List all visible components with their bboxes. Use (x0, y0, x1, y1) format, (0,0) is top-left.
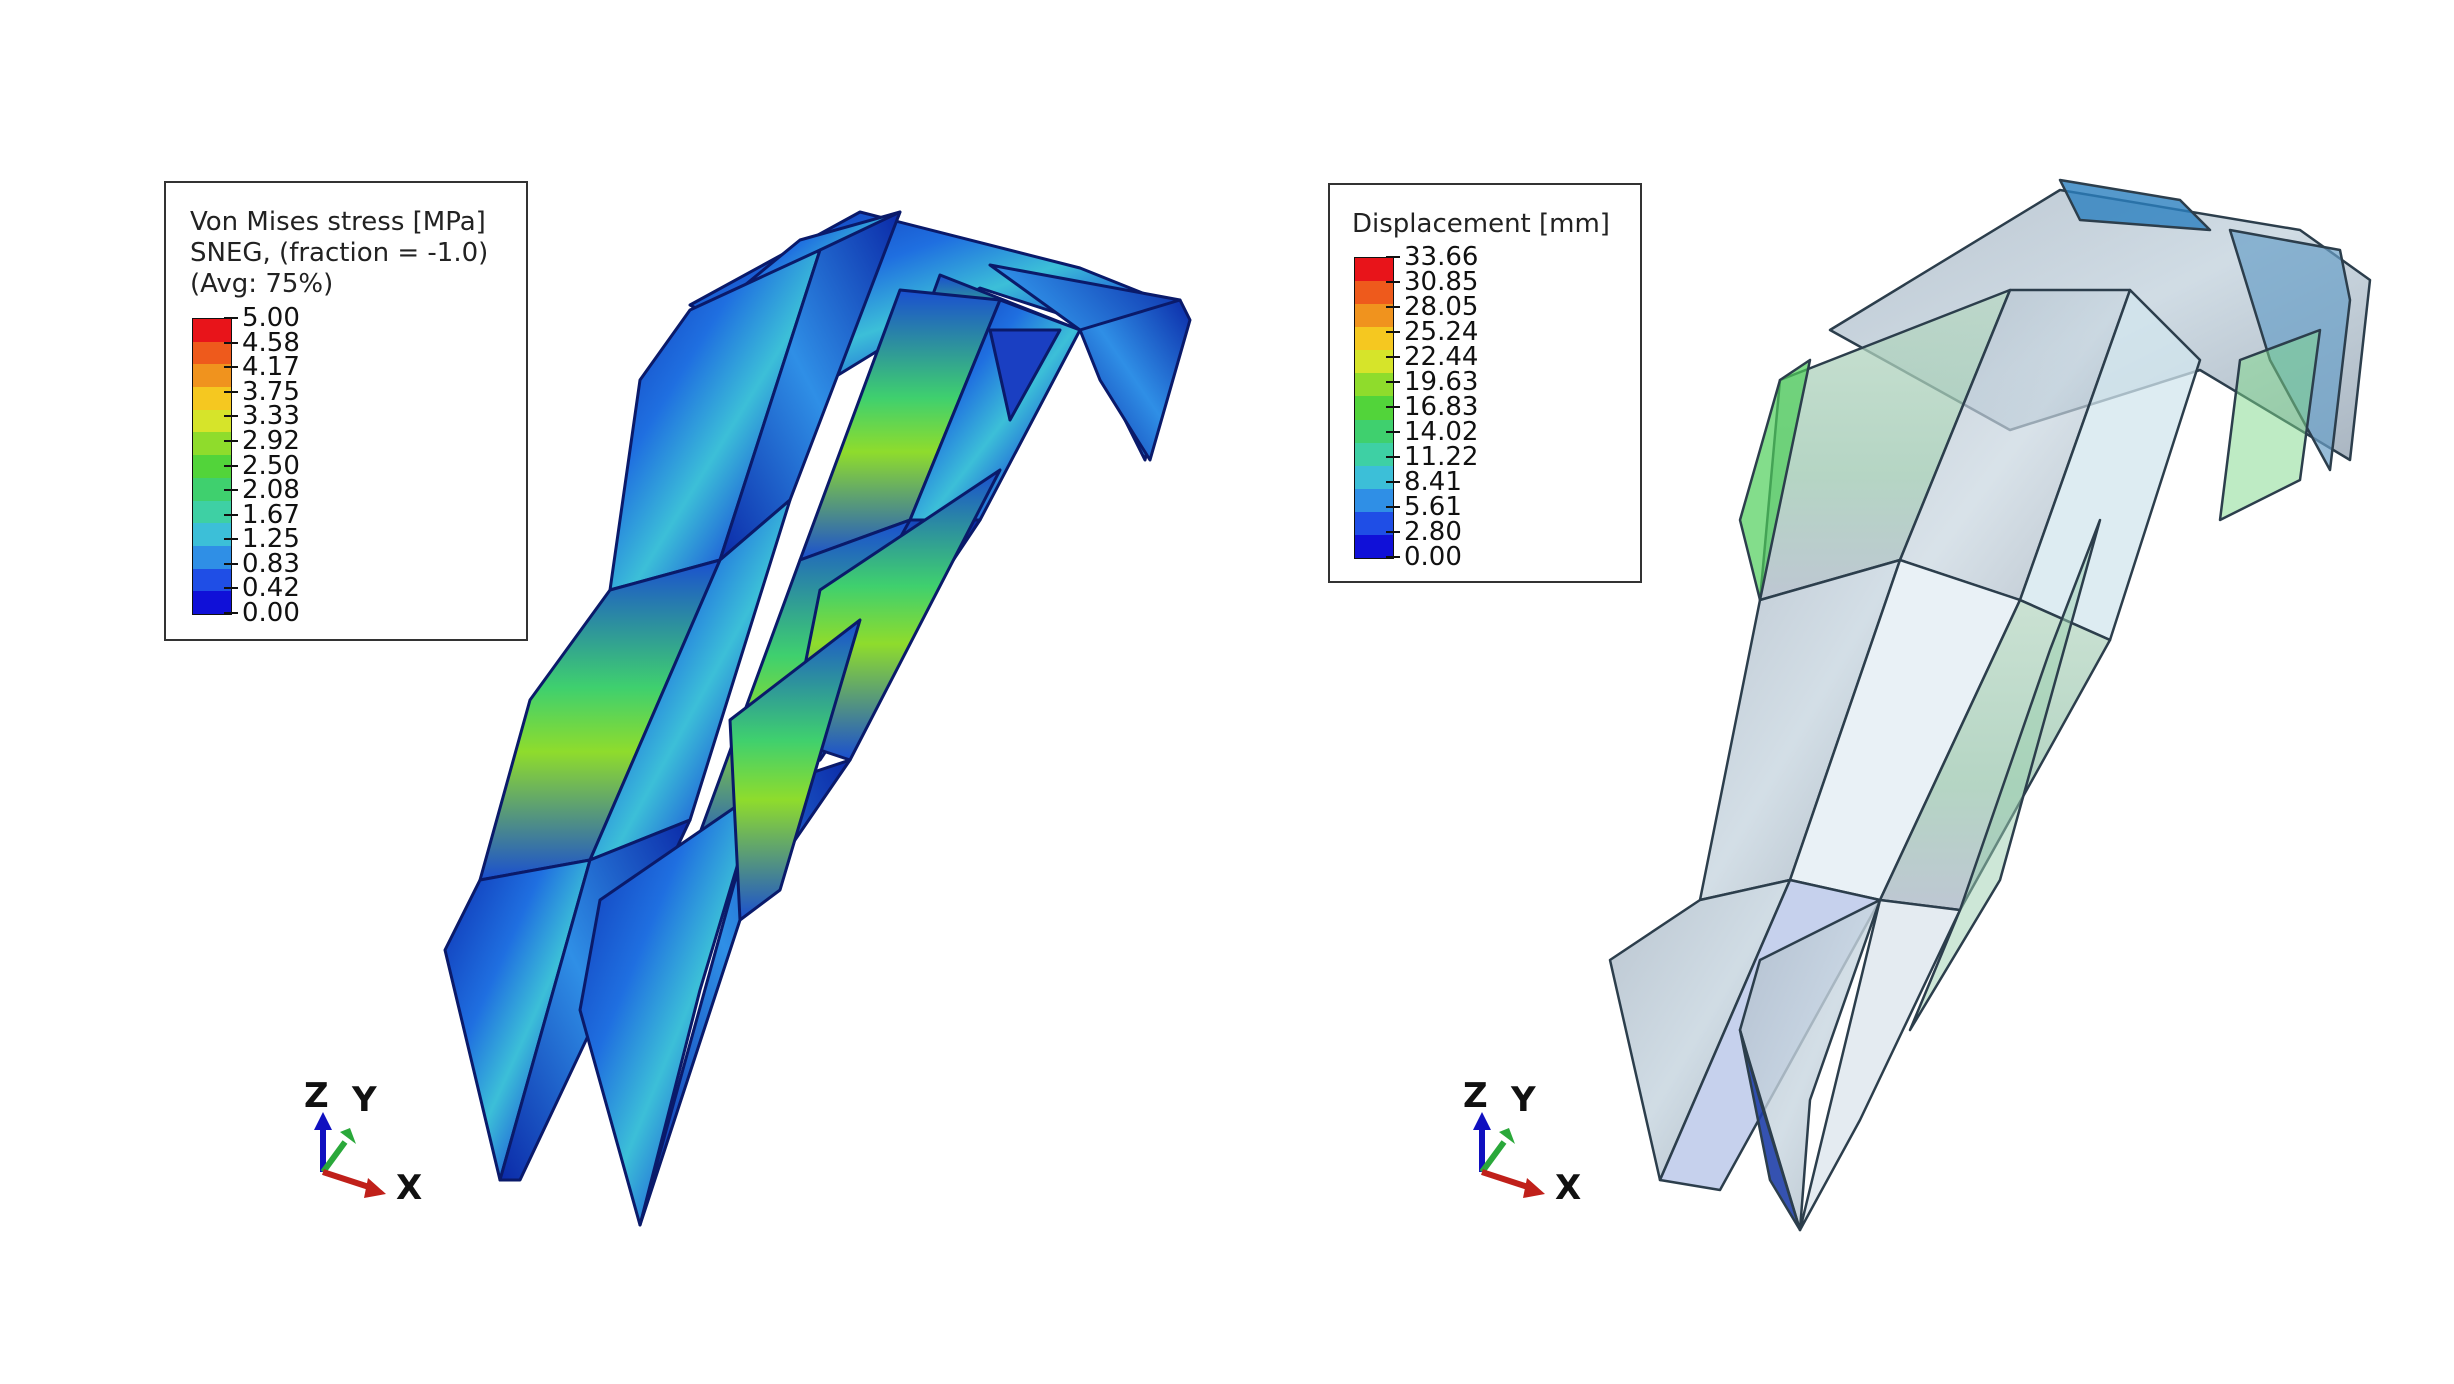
stress-tick-label: 2.08 (242, 475, 300, 506)
displacement-color-bar (1354, 257, 1394, 559)
stress-tick-label: 3.75 (242, 376, 300, 407)
displacement-tick-label: 5.61 (1404, 492, 1462, 522)
stress-tick-label: 5.00 (242, 303, 300, 333)
stress-color-segment (193, 545, 231, 570)
left-triad-x-label: X (396, 1168, 423, 1208)
stress-tick-mark (224, 538, 238, 541)
displacement-tick-label: 16.83 (1404, 392, 1479, 422)
displacement-tick-mark (1386, 456, 1400, 458)
stress-legend-title-2: SNEG, (fraction = -1.0) (190, 238, 489, 268)
displacement-color-segment (1355, 419, 1393, 444)
stress-color-segment (193, 568, 231, 592)
displacement-tick-label: 14.02 (1404, 417, 1479, 447)
displacement-tick-label: 8.41 (1404, 467, 1462, 497)
stress-color-segment (193, 591, 231, 615)
displacement-tick-mark (1386, 431, 1400, 433)
displacement-tick-label: 28.05 (1404, 292, 1479, 322)
stress-tick-label: 4.58 (242, 327, 300, 358)
displacement-tick-label: 22.44 (1404, 342, 1479, 372)
left-triad-z-label: Z (304, 1076, 329, 1116)
displacement-color-segment (1355, 442, 1393, 467)
displacement-color-segment (1355, 350, 1393, 374)
stress-color-segment (193, 455, 231, 479)
left-axis-triad (314, 1112, 386, 1198)
displacement-color-segment (1355, 258, 1393, 282)
stress-tick-mark (224, 513, 238, 516)
displacement-tick-mark (1386, 356, 1400, 358)
right-triad-y-label: Y (1511, 1080, 1536, 1120)
stress-tick-mark (224, 390, 238, 393)
right-triad-x-label: X (1555, 1168, 1582, 1208)
stress-legend: Von Mises stress [MPa] SNEG, (fraction =… (164, 181, 528, 641)
stress-legend-title-3: (Avg: 75%) (190, 269, 334, 299)
stress-tick-label: 0.00 (242, 598, 300, 628)
displacement-legend-title: Displacement [mm] (1352, 209, 1610, 239)
stress-tick-mark (224, 612, 238, 614)
displacement-model-render (1608, 178, 2372, 1232)
stress-tick-mark (224, 415, 238, 418)
displacement-legend: Displacement [mm] 33.66 30.85 28.05 25.24 22… (1328, 183, 1642, 583)
displacement-color-segment (1355, 396, 1393, 421)
stress-tick-mark (224, 439, 238, 442)
displacement-tick-mark (1386, 331, 1400, 333)
displacement-color-segment (1355, 465, 1393, 490)
stress-color-segment (193, 341, 231, 365)
stress-tick-mark (224, 489, 238, 492)
stress-color-segment (193, 500, 231, 524)
displacement-tick-mark (1386, 381, 1400, 383)
stress-tick-mark (224, 464, 238, 467)
stress-color-bar (192, 318, 232, 615)
stress-tick-mark (224, 341, 238, 344)
right-triad-z-label: Z (1463, 1076, 1488, 1116)
displacement-color-segment (1355, 488, 1393, 513)
displacement-color-segment (1355, 304, 1393, 328)
stress-tick-label: 1.67 (242, 499, 300, 530)
displacement-tick-mark (1386, 481, 1400, 483)
displacement-tick-mark (1386, 556, 1400, 558)
stress-tick-label: 0.83 (242, 548, 300, 579)
stress-tick-label: 3.33 (242, 401, 300, 432)
displacement-tick-mark (1386, 306, 1400, 308)
stress-tick-mark (224, 366, 238, 369)
displacement-tick-label: 11.22 (1404, 442, 1479, 472)
stress-tick-label: 4.17 (242, 352, 300, 383)
displacement-tick-mark (1386, 506, 1400, 508)
stress-color-segment (193, 319, 231, 343)
stress-tick-label: 0.42 (242, 573, 300, 604)
stress-color-segment (193, 523, 231, 547)
displacement-tick-mark (1386, 256, 1400, 258)
left-triad-y-label: Y (352, 1080, 377, 1120)
displacement-tick-label: 0.00 (1404, 542, 1462, 572)
stress-color-segment (193, 409, 231, 433)
displacement-tick-label: 33.66 (1404, 242, 1479, 272)
displacement-color-segment (1355, 327, 1393, 351)
displacement-tick-mark (1386, 531, 1400, 533)
stress-tick-label: 2.92 (242, 425, 300, 456)
displacement-tick-mark (1386, 406, 1400, 408)
displacement-tick-mark (1386, 281, 1400, 283)
stress-color-segment (193, 387, 231, 411)
displacement-color-segment (1355, 373, 1393, 397)
displacement-tick-label: 19.63 (1404, 367, 1479, 397)
stress-side-flap (988, 298, 1192, 462)
stress-color-segment (193, 364, 231, 388)
stress-color-segment (193, 432, 231, 456)
displacement-color-segment (1355, 511, 1393, 536)
stress-legend-title-1: Von Mises stress [MPa] (190, 207, 486, 237)
stress-tick-mark (224, 317, 238, 319)
stress-color-segment (193, 477, 231, 502)
right-axis-triad (1473, 1112, 1545, 1198)
displacement-tick-label: 2.80 (1404, 517, 1462, 547)
displacement-tick-label: 30.85 (1404, 267, 1479, 297)
stress-tick-label: 2.50 (242, 450, 300, 481)
stress-lower-panels (443, 618, 862, 1227)
displacement-color-segment (1355, 281, 1393, 305)
stress-tick-mark (224, 562, 238, 565)
stress-tick-mark (224, 587, 238, 590)
displacement-tick-label: 25.24 (1404, 317, 1479, 347)
stress-tick-label: 1.25 (242, 524, 300, 555)
displacement-color-segment (1355, 534, 1393, 559)
